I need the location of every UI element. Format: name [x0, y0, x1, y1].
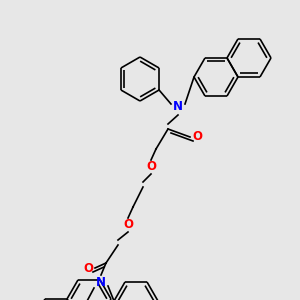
- Text: N: N: [96, 277, 106, 290]
- Text: O: O: [83, 262, 93, 275]
- Text: O: O: [146, 160, 156, 173]
- Text: O: O: [123, 218, 133, 232]
- Text: O: O: [192, 130, 202, 143]
- Text: N: N: [173, 100, 183, 113]
